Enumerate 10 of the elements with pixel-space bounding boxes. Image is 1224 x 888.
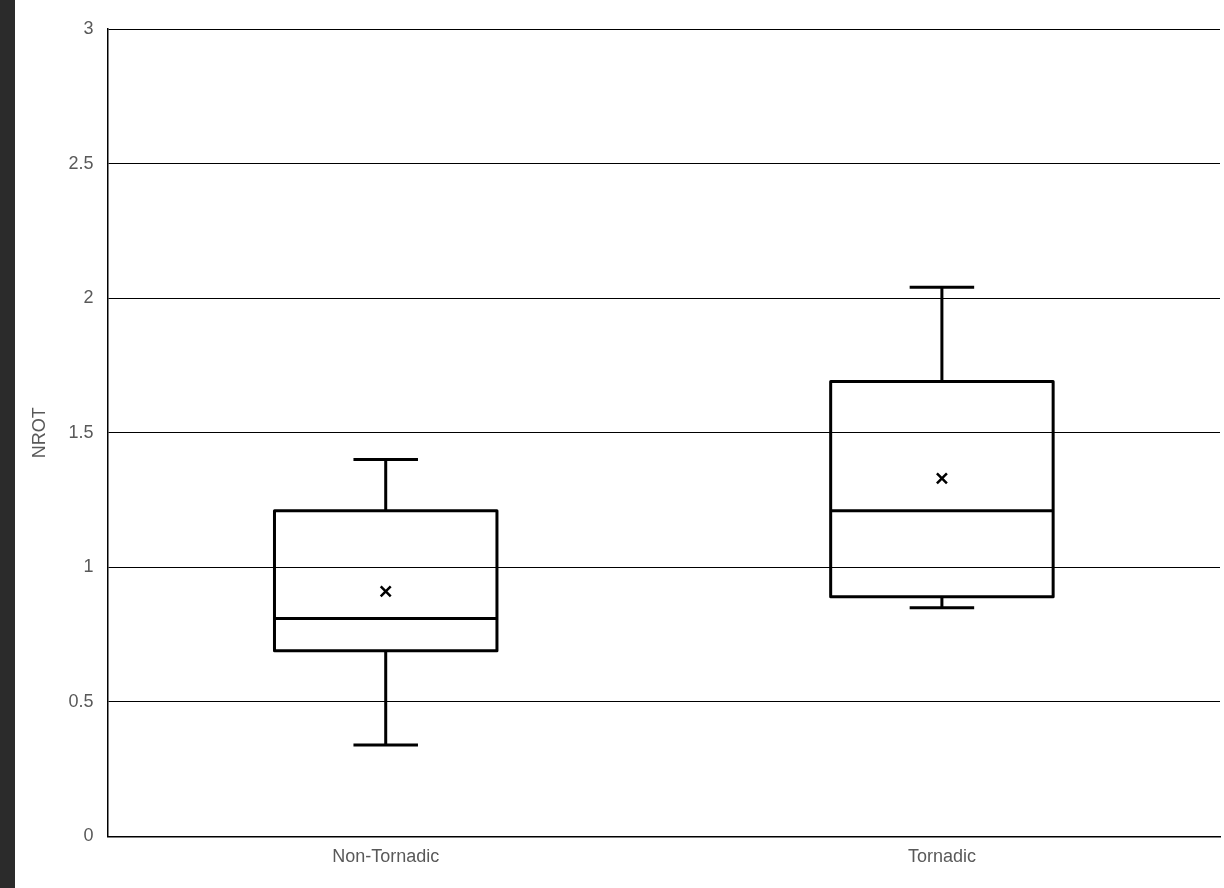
y-tick-label: 2.5 (68, 152, 94, 173)
y-tick-label: 2 (83, 287, 94, 308)
y-tick-label: 1 (83, 556, 94, 577)
x-tick-label: Non-Tornadic (332, 846, 440, 867)
x-tick-label: Tornadic (907, 846, 976, 867)
y-axis-title: NROT (28, 407, 49, 459)
y-tick-label: 1.5 (68, 421, 94, 442)
y-tick-label: 3 (83, 17, 94, 38)
y-tick-label: 0 (83, 825, 94, 846)
y-tick-label: 0.5 (68, 690, 94, 711)
